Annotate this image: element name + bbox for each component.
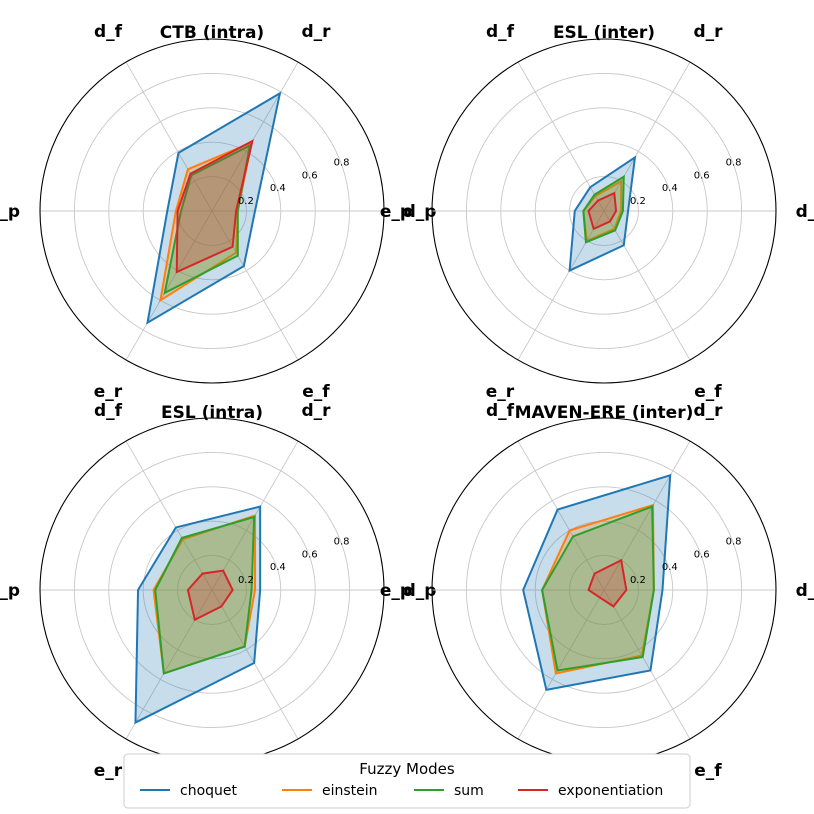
radial-tick-label: 0.2 (630, 575, 646, 586)
axis-label-e-f: e_f (694, 382, 722, 402)
radial-tick-label: 0.6 (302, 549, 318, 560)
grid-spoke (125, 589, 213, 740)
axis-label-d-r: d_r (301, 22, 331, 42)
grid-spoke (125, 210, 213, 361)
radial-tick-label: 0.8 (334, 158, 350, 169)
radial-tick-label: 0.2 (238, 196, 254, 207)
panel-title: ESL (intra) (161, 403, 263, 423)
grid-spoke (603, 589, 691, 740)
grid-spoke (125, 440, 213, 591)
radial-tick-label: 0.6 (694, 549, 710, 560)
axis-label-e-r: e_r (94, 382, 123, 402)
series-sum (154, 515, 256, 675)
axis-label-d-r: d_r (301, 401, 331, 421)
axis-label-d-r: d_r (693, 401, 723, 421)
radar-panel-esl-inter: ESL (inter) 0.2 0.4 0.6 0.8 d_p d_r d_f e_p e_r e_… (380, 22, 814, 402)
radar-panel-ctb-intra: CTB (intra) 0.2 0.4 0.6 0.8 d_p d_r d_f e_p e_r e_… (0, 22, 436, 402)
radar-panel-esl-intra: ESL (intra) 0.2 0.4 0.6 0.8 d_p d_r d_f e_p e_r e_… (0, 401, 436, 781)
grid-spoke (211, 210, 299, 361)
series-sum (541, 505, 655, 672)
grid-spoke (211, 589, 299, 740)
panel-title: ESL (inter) (553, 23, 655, 43)
axis-label-d-r: d_r (693, 22, 723, 42)
legend-label: exponentiation (558, 783, 663, 799)
axis-label-e-f: e_f (694, 761, 722, 781)
radial-tick-label: 0.4 (662, 183, 678, 194)
grid-spoke (517, 61, 605, 212)
grid-spoke (603, 210, 691, 361)
legend: Fuzzy Modes choquet einstein sum exponentia… (123, 753, 691, 809)
panel-title: MAVEN-ERE (inter) (515, 403, 694, 423)
axis-label-e-f: e_f (302, 382, 330, 402)
legend-entry-einstein: einstein (282, 783, 378, 799)
axis-label-d-p: d_p (796, 202, 814, 222)
radar-panel-maven-ere-inter: MAVEN-ERE (inter) 0.2 0.4 0.6 0.8 d_p d_r d_f e_… (380, 401, 814, 781)
radial-tick-label: 0.6 (302, 170, 318, 181)
axis-label-d-f: d_f (486, 22, 515, 42)
axis-label-e-p: e_p (0, 202, 20, 222)
legend-entry-choquet: choquet (140, 783, 238, 799)
radial-tick-label: 0.8 (334, 537, 350, 548)
series-choquet (522, 473, 672, 691)
axis-label-d-f: d_f (486, 401, 515, 421)
panel-title: CTB (intra) (160, 23, 264, 43)
radial-tick-label: 0.4 (270, 183, 286, 194)
outer-frame (39, 38, 385, 384)
axis-label-d-p: d_p (796, 581, 814, 601)
series-exponentiation (587, 191, 618, 231)
legend-entry-sum: sum (414, 783, 484, 799)
axis-label-e-r: e_r (94, 761, 123, 781)
axis-label-e-p: e_p (380, 581, 412, 601)
grid-spoke (603, 61, 691, 212)
axis-label-d-f: d_f (94, 401, 123, 421)
axis-label-d-p: d_p (404, 581, 437, 601)
radial-tick-label: 0.8 (726, 158, 742, 169)
legend-label: sum (454, 783, 484, 799)
radial-tick-label: 0.2 (238, 575, 254, 586)
legend-label: einstein (322, 783, 378, 799)
series-sum (163, 143, 252, 295)
radial-tick-label: 0.6 (694, 170, 710, 181)
axis-label-e-p: e_p (0, 581, 20, 601)
legend-label: choquet (180, 783, 238, 799)
radial-tick-label: 0.2 (630, 196, 646, 207)
outer-frame (431, 38, 777, 384)
grid-spoke (517, 589, 605, 740)
series-exponentiation (186, 569, 234, 622)
legend-box (123, 753, 691, 809)
radial-tick-label: 0.8 (726, 537, 742, 548)
radial-tick-label: 0.4 (270, 562, 286, 573)
grid-spoke (517, 210, 605, 361)
series-choquet (146, 91, 282, 325)
series-choquet (134, 505, 262, 725)
radial-tick-label: 0.4 (662, 562, 678, 573)
axis-label-d-p: d_p (404, 202, 437, 222)
axis-label-e-r: e_r (486, 382, 515, 402)
legend-entry-exponentiation: exponentiation (518, 783, 663, 799)
axis-label-e-p: e_p (380, 202, 412, 222)
series-exponentiation (587, 558, 628, 608)
series-exponentiation (175, 139, 254, 274)
grid-spoke (125, 61, 213, 212)
axis-label-d-f: d_f (94, 22, 123, 42)
legend-title: Fuzzy Modes (359, 760, 455, 778)
grid-spoke (603, 440, 691, 591)
grid-spoke (211, 61, 299, 212)
grid-spoke (517, 440, 605, 591)
